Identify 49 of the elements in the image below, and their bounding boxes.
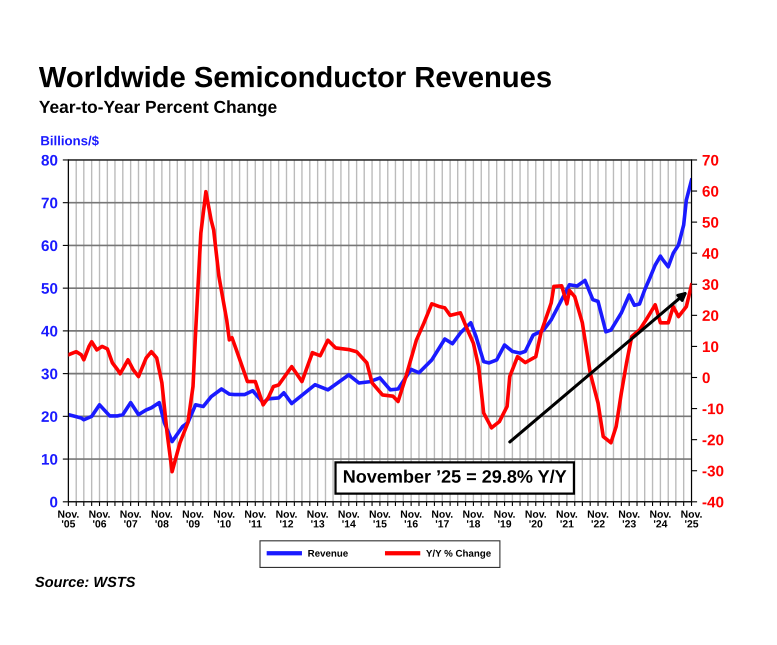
y-tick-label: 50 [41,283,58,294]
x-tick-label: Nov. '24 [650,510,671,528]
x-tick-label: Nov. '11 [245,510,266,528]
legend-label: Revenue [308,550,348,557]
y-tick-label: 20 [42,411,58,422]
x-tick-label: Nov. '05 [58,510,79,528]
y2-tick-label: -40 [702,496,724,508]
x-tick-label: Nov. '14 [338,510,359,528]
y-tick-label: 40 [41,326,58,337]
y2-tick-label: 70 [702,154,718,166]
y2-tick-label: 40 [702,248,718,259]
y2-tick-label: 10 [702,341,718,352]
source-note: Source: WSTS [35,576,136,588]
y-tick-label: 70 [42,198,58,208]
x-tick-label: Nov. '22 [588,510,608,528]
x-tick-label: Nov. '25 [681,510,702,528]
x-tick-label: Nov. '09 [182,510,204,528]
y-tick-label: 60 [42,240,58,252]
x-tick-label: Nov. '10 [214,510,234,528]
x-tick-label: Nov. '20 [526,510,546,528]
y2-tick-label: 0 [702,372,710,384]
x-tick-label: Nov. '23 [618,510,640,528]
chart-title: Worldwide Semiconductor Revenues [38,66,551,88]
x-tick-label: Nov. '06 [89,510,110,528]
x-tick-label: Nov. '21 [556,510,578,528]
y-tick-label: 10 [42,454,58,465]
y2-tick-label: -10 [702,403,724,414]
y2-tick-label: 20 [702,310,718,322]
x-tick-label: Nov. '08 [152,510,172,528]
y2-tick-label: 30 [702,279,718,290]
x-tick-label: Nov. '17 [432,510,452,528]
chart-subtitle: Year-to-Year Percent Change [39,100,277,117]
annotation: November ’25 = 29.8% Y/Y [344,470,566,484]
x-tick-label: Nov. '07 [120,510,141,528]
legend-label: Y/Y % Change [426,550,491,559]
y-axis-title: Billions/$ [41,135,99,146]
y-tick-label: 80 [41,154,58,166]
y-tick-label: 0 [50,496,58,508]
x-tick-label: Nov. '13 [307,510,328,528]
x-tick-label: Nov. '19 [494,510,515,528]
x-tick-label: Nov. '12 [276,510,297,528]
y-tick-label: 30 [41,368,58,380]
y2-tick-label: 50 [702,216,718,228]
y2-tick-label: -20 [702,434,724,446]
x-tick-label: Nov. '18 [463,510,484,528]
y2-tick-label: -30 [702,466,724,476]
y2-tick-label: 60 [702,186,718,197]
x-tick-label: Nov. '15 [370,510,390,528]
x-tick-label: Nov. '16 [400,510,422,528]
